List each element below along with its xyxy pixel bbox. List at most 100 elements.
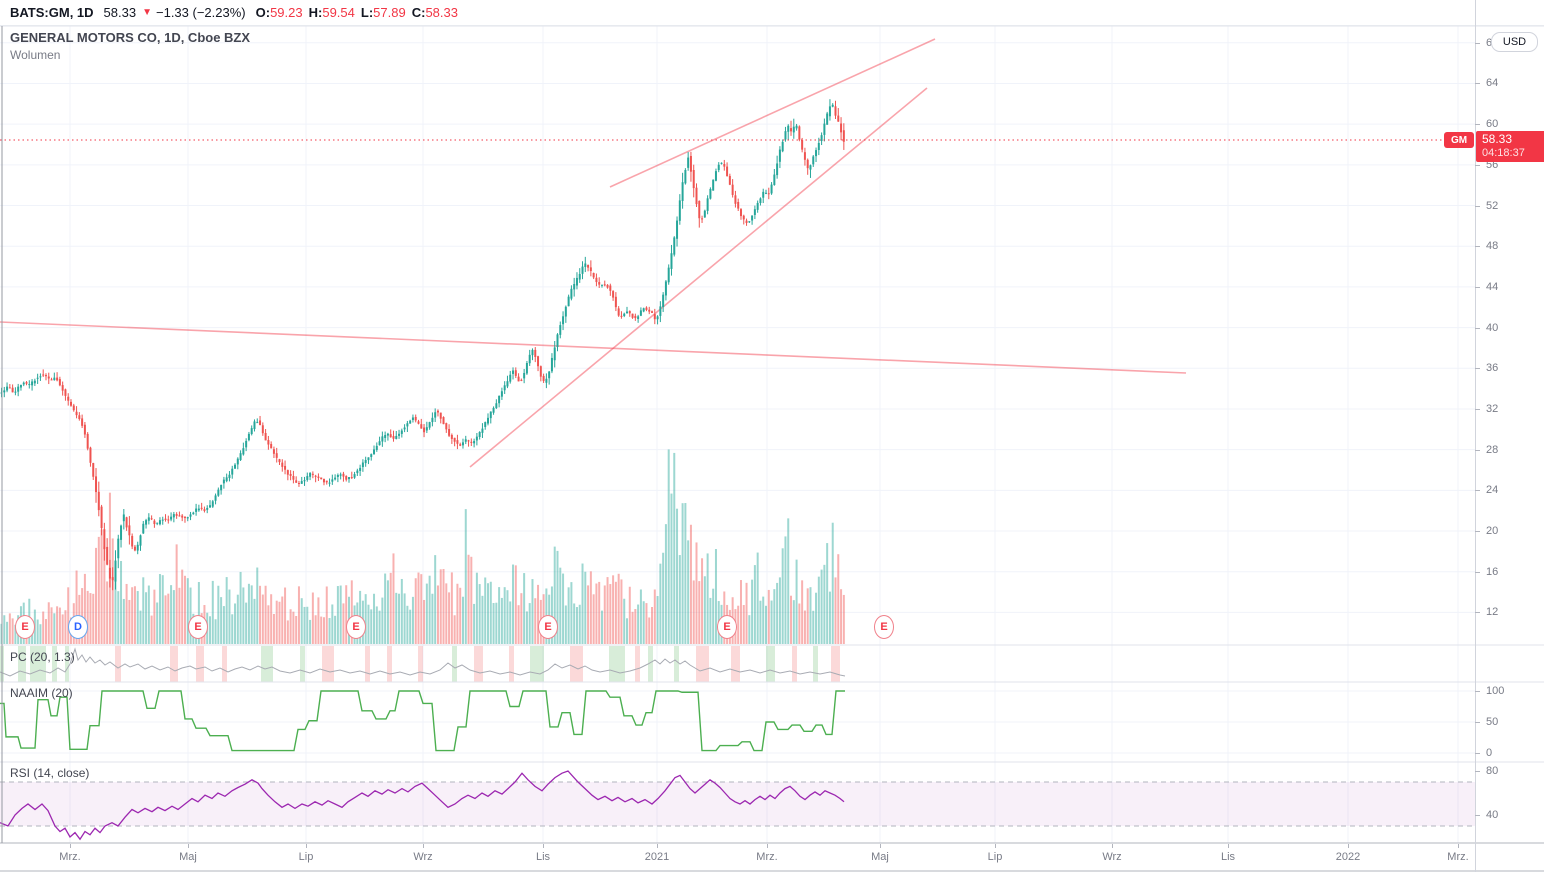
time-axis-label[interactable]: Mrz. [59, 851, 81, 863]
symbol-name[interactable]: BATS:GM, 1D [10, 5, 94, 20]
price-axis-label[interactable]: 24 [1486, 484, 1499, 497]
time-axis-label[interactable]: Lis [1220, 851, 1236, 863]
candle-body [539, 366, 542, 377]
candle-body [231, 468, 234, 475]
volume-legend-label[interactable]: Wolumen [10, 48, 61, 62]
price-axis-label[interactable]: 28 [1486, 443, 1499, 456]
candle-body [406, 423, 409, 427]
time-axis-label[interactable]: Lis [535, 851, 551, 863]
price-axis-label[interactable]: 36 [1486, 362, 1499, 375]
volume-bar [656, 596, 659, 644]
volume-bar [147, 585, 150, 644]
currency-usd-button[interactable]: USD [1491, 32, 1538, 52]
candle-body [295, 480, 298, 483]
candle-body [812, 156, 815, 165]
naaim-indicator-label[interactable]: NAAIM (20) [10, 686, 73, 700]
naaim-axis-label[interactable]: 0 [1486, 747, 1493, 759]
time-axis-label[interactable]: Lip [987, 851, 1003, 863]
trend-line[interactable] [609, 38, 936, 188]
rsi-axis-label[interactable]: 80 [1486, 765, 1499, 777]
volume-bar [386, 580, 389, 644]
volume-bar [181, 569, 184, 644]
trend-line[interactable] [0, 321, 1187, 374]
time-axis-label[interactable]: Mrz. [756, 851, 778, 863]
time-axis-label[interactable]: Maj [179, 851, 197, 863]
price-axis-label[interactable]: 32 [1486, 402, 1499, 415]
volume-bar [236, 594, 239, 644]
price-axis-label[interactable]: 40 [1486, 321, 1499, 334]
price-axis-label[interactable]: 60 [1486, 118, 1499, 131]
candle-body [701, 218, 704, 220]
candle-body [317, 476, 320, 478]
earnings-marker[interactable]: E [346, 615, 366, 639]
pc-signal-stripe [170, 646, 178, 682]
candle-body [78, 415, 81, 420]
volume-bar [120, 560, 123, 644]
volume-bar [284, 587, 287, 644]
low-label: L: [360, 5, 374, 20]
volume-bar [67, 587, 70, 644]
price-axis-label[interactable]: 52 [1486, 199, 1499, 212]
time-axis-tick [880, 844, 881, 848]
rsi-axis-label[interactable]: 40 [1486, 809, 1499, 821]
candle-body [478, 432, 481, 437]
candle-body [781, 141, 784, 152]
volume-bar [823, 564, 826, 644]
candle-body [195, 508, 198, 512]
volume-bar [400, 578, 403, 644]
price-axis-label[interactable]: 16 [1486, 565, 1499, 578]
candle-body [487, 417, 489, 424]
price-axis-label[interactable]: 64 [1486, 77, 1499, 90]
candle-body [322, 478, 325, 483]
volume-bar [664, 524, 667, 644]
naaim-axis-label[interactable]: 50 [1486, 716, 1499, 728]
trend-line[interactable] [469, 87, 928, 468]
candle-body [420, 424, 423, 429]
earnings-marker[interactable]: E [874, 615, 894, 639]
candle-body [214, 495, 217, 501]
candle-body [292, 475, 295, 480]
time-axis-label[interactable]: Mrz. [1447, 851, 1469, 863]
price-axis-tick [1475, 368, 1480, 370]
candle-body [709, 188, 712, 199]
price-axis-separator[interactable] [1475, 0, 1476, 872]
candle-body [72, 405, 75, 411]
time-axis-label[interactable]: 2022 [1335, 851, 1361, 863]
volume-bar [767, 589, 770, 644]
time-axis-label[interactable]: Wrz [1102, 851, 1122, 863]
volume-bar [364, 594, 367, 644]
volume-bar [117, 591, 120, 644]
price-axis-label[interactable]: 20 [1486, 525, 1499, 538]
candle-body [681, 182, 684, 201]
time-axis-label[interactable]: Lip [298, 851, 314, 863]
time-axis-label[interactable]: Maj [871, 851, 889, 863]
dividend-marker[interactable]: D [68, 615, 88, 639]
price-axis-label[interactable]: 44 [1486, 280, 1499, 293]
volume-bar [156, 602, 159, 644]
pc-signal-stripe [648, 646, 653, 682]
price-axis-label[interactable]: 48 [1486, 240, 1499, 253]
candle-body [481, 428, 484, 433]
time-axis-label[interactable]: 2021 [644, 851, 670, 863]
volume-bar [239, 571, 242, 644]
earnings-marker[interactable]: E [15, 615, 35, 639]
volume-bar [742, 605, 745, 644]
candle-body [548, 371, 551, 379]
pc-indicator-label[interactable]: PC (20, 1.3) [10, 650, 75, 664]
candle-body [264, 432, 267, 441]
volume-bar [434, 555, 437, 644]
earnings-marker[interactable]: E [188, 615, 208, 639]
chart-legend-title[interactable]: GENERAL MOTORS CO, 1D, Cboe BZX [10, 30, 251, 45]
rsi-indicator-label[interactable]: RSI (14, close) [10, 766, 90, 780]
candle-body [153, 520, 156, 525]
volume-bar [842, 594, 845, 644]
time-axis-label[interactable]: Wrz [413, 851, 433, 863]
candle-body [89, 447, 92, 463]
volume-bar [492, 603, 495, 644]
naaim-axis-label[interactable]: 100 [1486, 685, 1505, 697]
volume-bar [506, 590, 509, 644]
price-axis-label[interactable]: 12 [1486, 606, 1499, 619]
earnings-marker[interactable]: E [538, 615, 558, 639]
earnings-marker[interactable]: E [717, 615, 737, 639]
